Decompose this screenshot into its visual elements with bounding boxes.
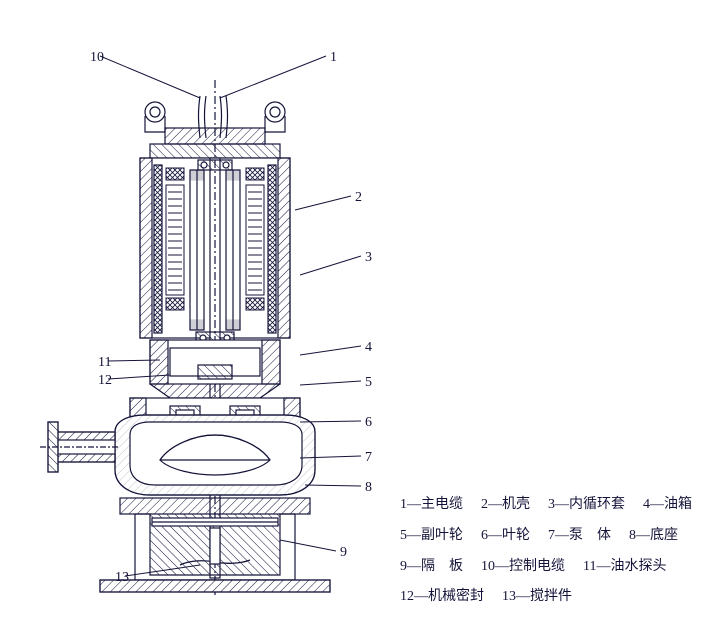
callout-4: 4	[365, 340, 372, 356]
callout-2: 2	[355, 190, 362, 206]
legend-item-10: 10—控制电缆	[481, 552, 565, 583]
callout-5: 5	[365, 375, 372, 391]
callout-13: 13	[115, 570, 129, 586]
legend-item-2: 2—机壳	[481, 490, 530, 521]
callout-6: 6	[365, 415, 372, 431]
callout-12: 12	[98, 373, 112, 389]
callout-3: 3	[365, 250, 372, 266]
parts-legend: 1—主电缆2—机壳3—内循环套4—油箱5—副叶轮6—叶轮7—泵 体8—底座9—隔…	[400, 490, 690, 613]
legend-row: 1—主电缆 2—机壳 3—内循环套 4—油箱	[400, 490, 690, 521]
legend-item-9: 9—隔 板	[400, 552, 463, 583]
callout-8: 8	[365, 480, 372, 496]
callout-7: 7	[365, 450, 372, 466]
callout-1: 1	[330, 50, 337, 66]
legend-item-11: 11—油水探头	[583, 552, 666, 583]
legend-row: 5—副叶轮 6—叶轮 7—泵 体 8—底座	[400, 521, 690, 552]
legend-item-13: 13—搅拌件	[502, 582, 572, 613]
callout-9: 9	[340, 545, 347, 561]
legend-item-3: 3—内循环套	[548, 490, 625, 521]
legend-item-6: 6—叶轮	[481, 521, 530, 552]
legend-item-1: 1—主电缆	[400, 490, 463, 521]
legend-row: 9—隔 板 10—控制电缆 11—油水探头	[400, 552, 690, 583]
legend-row: 12—机械密封 13—搅拌件	[400, 582, 690, 613]
diagram-svg	[20, 20, 380, 610]
legend-item-8: 8—底座	[629, 521, 678, 552]
legend-item-4: 4—油箱	[643, 490, 692, 521]
pump-cross-section-diagram: 10123456789111213	[20, 20, 380, 610]
legend-item-7: 7—泵 体	[548, 521, 611, 552]
legend-item-5: 5—副叶轮	[400, 521, 463, 552]
callout-10: 10	[90, 50, 104, 66]
legend-item-12: 12—机械密封	[400, 582, 484, 613]
page: 10123456789111213 1—主电缆2—机壳3—内循环套4—油箱5—副…	[0, 0, 704, 637]
callout-11: 11	[98, 355, 111, 371]
